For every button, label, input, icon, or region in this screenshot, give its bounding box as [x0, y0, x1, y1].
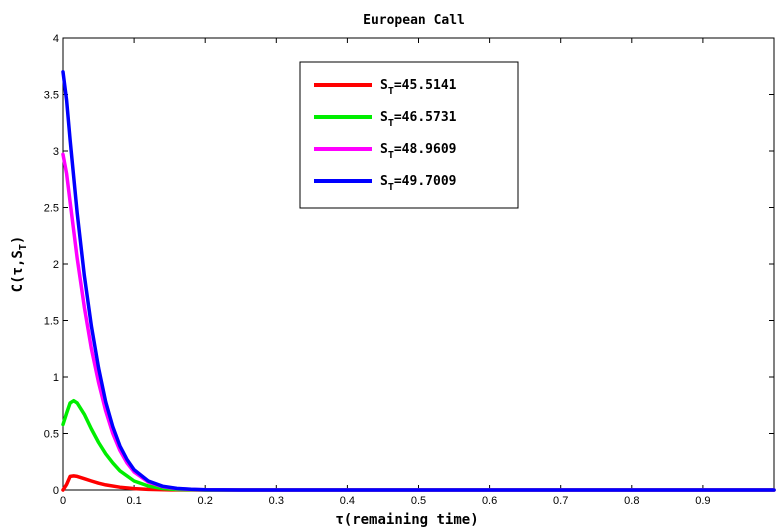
series-lines — [61, 70, 776, 492]
y-tick-label: 2.5 — [44, 203, 59, 215]
legend-label: ST=49.7009 — [380, 174, 456, 193]
x-tick-label: 0.9 — [695, 495, 710, 507]
x-axis-label: τ(remaining time) — [335, 512, 478, 528]
y-axis-label-close: ) — [10, 236, 26, 244]
y-tick-label: 3.5 — [44, 90, 59, 102]
legend-label: ST=45.5141 — [380, 78, 457, 97]
y-tick-label: 3 — [53, 146, 59, 158]
y-tick-label: 1 — [53, 372, 59, 384]
x-tick-label: 0.6 — [482, 495, 497, 507]
x-axis-ticks: 0 0.1 0.2 0.3 0.4 0.5 0.6 0.7 0.8 0.9 — [60, 38, 711, 507]
legend-label: ST=46.5731 — [380, 110, 457, 129]
x-tick-label: 0 — [60, 495, 66, 507]
series-line — [61, 70, 776, 492]
legend-label: ST=48.9609 — [380, 142, 456, 161]
y-tick-label: 4 — [53, 33, 59, 45]
y-axis-ticks: 0 0.5 1 1.5 2 2.5 3 3.5 4 — [44, 33, 774, 497]
x-tick-label: 0.7 — [553, 495, 568, 507]
x-tick-label: 0.3 — [269, 495, 284, 507]
svg-text:C(τ,ST): C(τ,ST) — [10, 236, 29, 293]
y-axis-label-text: C(τ,S — [10, 250, 26, 292]
y-axis-label: C(τ,ST) — [10, 236, 29, 293]
x-tick-label: 0.4 — [340, 495, 355, 507]
legend: ST=45.5141 ST=46.5731 ST=48.9609 ST=49.7009 — [299, 61, 519, 209]
x-tick-label: 0.1 — [126, 495, 141, 507]
y-tick-label: 2 — [53, 259, 59, 271]
y-tick-label: 1.5 — [44, 316, 59, 328]
chart-title: European Call — [363, 13, 465, 28]
x-tick-label: 0.8 — [624, 495, 639, 507]
y-tick-label: 0 — [53, 485, 59, 497]
y-axis-label-subscript: T — [18, 244, 29, 250]
x-tick-label: 0.5 — [411, 495, 426, 507]
y-tick-label: 0.5 — [44, 429, 59, 441]
x-tick-label: 0.2 — [198, 495, 213, 507]
